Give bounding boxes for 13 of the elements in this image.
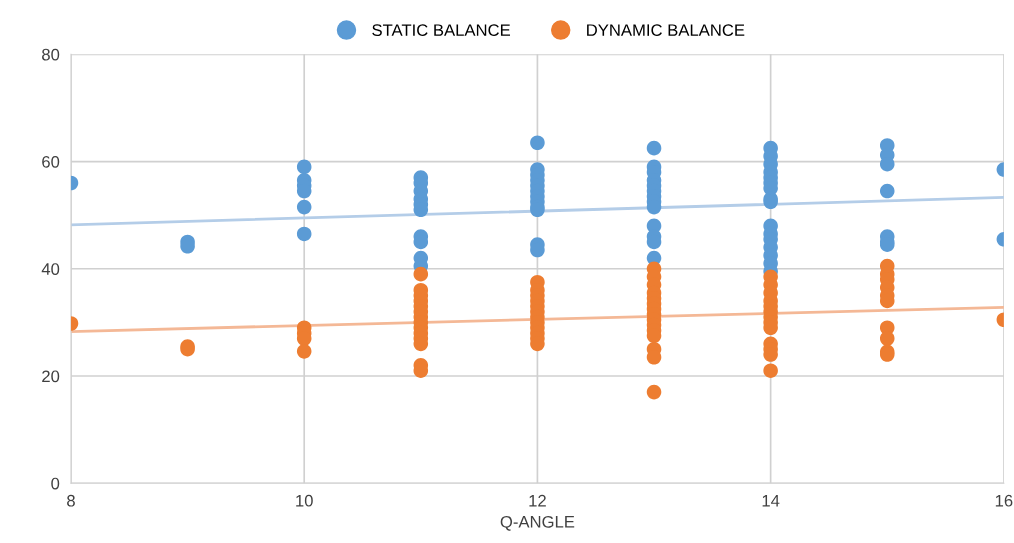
x-tick-label: 8 xyxy=(67,494,75,507)
y-tick-label: 60 xyxy=(42,155,60,168)
y-tick-label: 40 xyxy=(41,263,60,275)
y-tick-label: 0 xyxy=(51,477,60,490)
legend-label: STATIC BALANCE xyxy=(372,24,511,37)
legend-label: DYNAMIC BALANCE xyxy=(587,24,745,37)
y-tick-label: 80 xyxy=(42,48,60,61)
x-axis-title: Q-ANGLE xyxy=(500,515,575,531)
y-tick-label: 20 xyxy=(42,370,60,383)
x-tick-label: 10 xyxy=(296,494,313,507)
x-tick-label: 14 xyxy=(762,494,780,507)
x-tick-label: 16 xyxy=(995,494,1013,507)
x-tick-label: 12 xyxy=(529,494,546,507)
